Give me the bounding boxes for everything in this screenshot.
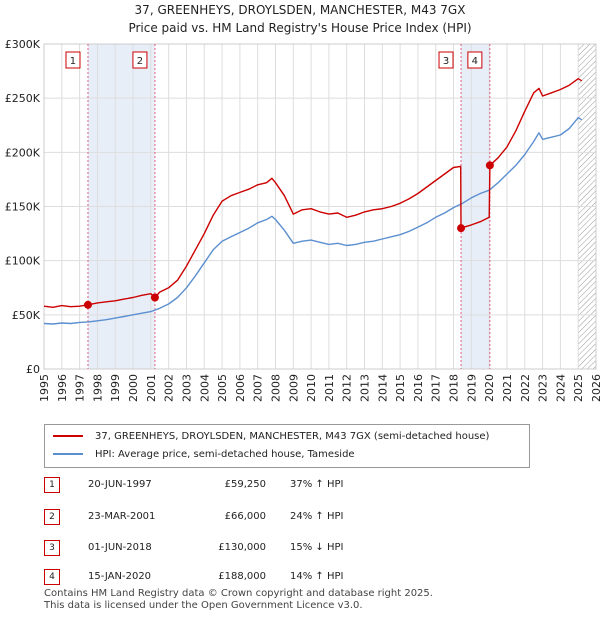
legend-label-property: 37, GREENHEYS, DROYLSDEN, MANCHESTER, M4… [95, 431, 490, 442]
x-tick-label: 2006 [234, 374, 247, 402]
transaction-hpi-diff: 37% ↑ HPI [290, 479, 344, 490]
annotation-label: 3 [443, 56, 449, 67]
transaction-number-badge: 3 [44, 540, 60, 556]
annotation-box [132, 51, 148, 69]
x-tick-label: 2001 [145, 374, 158, 402]
footer-copyright: Contains HM Land Registry data © Crown c… [44, 588, 433, 599]
x-tick-label: 2014 [376, 374, 389, 402]
annotation-box [467, 51, 483, 69]
x-tick-label: 1996 [56, 374, 69, 402]
x-tick-label: 2020 [483, 374, 496, 402]
transaction-hpi-diff: 15% ↓ HPI [290, 542, 344, 553]
footer-attribution: Contains HM Land Registry data © Crown c… [44, 588, 433, 612]
x-tick-label: 2002 [163, 374, 176, 402]
legend-label-hpi: HPI: Average price, semi-detached house,… [95, 449, 355, 460]
price-chart: 37, GREENHEYS, DROYLSDEN, MANCHESTER, M4… [5, 3, 600, 402]
x-tick-label: 2000 [127, 374, 140, 402]
y-tick-label: £250K [5, 92, 41, 105]
x-tick-label: 2007 [252, 374, 265, 402]
x-tick-label: 2011 [323, 374, 336, 402]
transaction-date: 15-JAN-2020 [88, 571, 152, 582]
x-tick-label: 2012 [341, 374, 354, 402]
transaction-price: £130,000 [218, 542, 266, 553]
y-tick-label: £200K [5, 146, 41, 159]
chart-subtitle: Price paid vs. HM Land Registry's House … [128, 21, 471, 35]
transaction-date: 20-JUN-1997 [88, 479, 152, 490]
sale-point [83, 300, 92, 309]
transaction-price: £188,000 [218, 571, 266, 582]
x-tick-label: 2021 [501, 374, 514, 402]
transaction-price: £59,250 [224, 479, 266, 490]
annotation-label: 1 [70, 56, 76, 67]
transaction-date: 01-JUN-2018 [88, 542, 152, 553]
x-tick-label: 2024 [554, 374, 567, 402]
y-tick-label: £300K [5, 38, 41, 51]
hpi-series-line [43, 117, 583, 325]
x-tick-label: 2005 [216, 374, 229, 402]
transaction-price: £66,000 [224, 511, 266, 522]
sale-point [150, 293, 159, 302]
y-tick-label: £150K [5, 201, 41, 214]
property-series-line [43, 78, 583, 308]
legend-item-hpi: HPI: Average price, semi-detached house,… [53, 446, 355, 464]
chart-title: 37, GREENHEYS, DROYLSDEN, MANCHESTER, M4… [135, 3, 466, 17]
x-tick-label: 2023 [537, 374, 550, 402]
x-tick-label: 1999 [109, 374, 122, 402]
footer-license: This data is licensed under the Open Gov… [44, 600, 363, 611]
sale-point [457, 224, 466, 233]
transaction-hpi-diff: 24% ↑ HPI [290, 511, 344, 522]
y-tick-label: £100K [5, 255, 41, 268]
y-tick-label: £50K [12, 309, 41, 322]
x-tick-label: 2026 [590, 374, 600, 402]
sale-point [485, 161, 494, 170]
legend-swatch-property [53, 435, 83, 437]
x-tick-label: 1998 [91, 374, 104, 402]
chart-legend: 37, GREENHEYS, DROYLSDEN, MANCHESTER, M4… [44, 424, 530, 468]
x-tick-label: 2025 [572, 374, 585, 402]
transaction-number-badge: 4 [44, 569, 60, 585]
x-tick-label: 2015 [394, 374, 407, 402]
transaction-number-badge: 1 [44, 477, 60, 493]
x-tick-label: 2022 [519, 374, 532, 402]
x-tick-label: 2013 [359, 374, 372, 402]
transaction-date: 23-MAR-2001 [88, 511, 156, 522]
x-tick-label: 2003 [180, 374, 193, 402]
annotation-box [65, 51, 81, 69]
x-tick-label: 2010 [305, 374, 318, 402]
plot-border [43, 43, 597, 370]
x-tick-label: 2004 [198, 374, 211, 402]
x-tick-label: 1995 [38, 374, 51, 402]
y-tick-label: £0 [26, 363, 40, 376]
x-tick-label: 2016 [412, 374, 425, 402]
x-tick-label: 2017 [430, 374, 443, 402]
transaction-hpi-diff: 14% ↑ HPI [290, 571, 344, 582]
x-tick-label: 2018 [448, 374, 461, 402]
annotation-label: 4 [472, 56, 478, 67]
legend-swatch-hpi [53, 453, 83, 455]
x-tick-label: 1997 [74, 374, 87, 402]
transaction-number-badge: 2 [44, 509, 60, 525]
annotation-label: 2 [137, 56, 143, 67]
x-tick-label: 2019 [465, 374, 478, 402]
x-tick-label: 2008 [269, 374, 282, 402]
legend-item-property: 37, GREENHEYS, DROYLSDEN, MANCHESTER, M4… [53, 428, 489, 446]
x-tick-label: 2009 [287, 374, 300, 402]
annotation-box [438, 51, 454, 69]
